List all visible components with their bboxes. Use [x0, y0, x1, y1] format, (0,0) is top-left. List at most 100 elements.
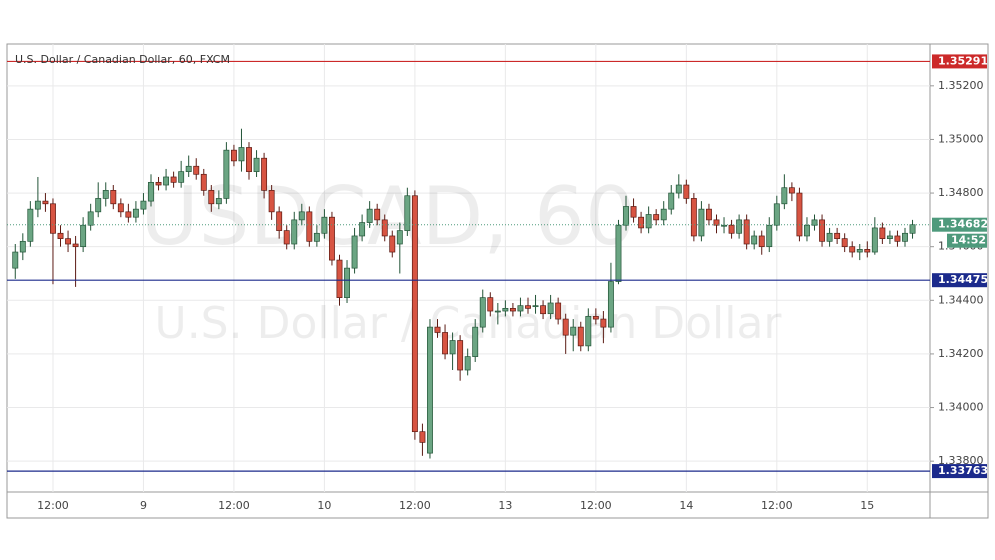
candle-body [517, 305, 524, 312]
countdown-label: 14:52 [951, 234, 986, 247]
candle-body [321, 216, 328, 234]
x-tick-label: 9 [140, 499, 147, 512]
candle-body [411, 195, 418, 433]
watermark-description: U.S. Dollar / Canadian Dollar [154, 298, 782, 349]
candle-body [148, 181, 154, 202]
last-price-box [932, 217, 987, 232]
candle-body [72, 243, 79, 248]
candle-body [449, 340, 456, 355]
candle-body [57, 232, 64, 239]
candle-body [283, 230, 290, 245]
candle-body [570, 326, 577, 336]
candle-body [268, 190, 275, 213]
candle-body [230, 149, 237, 162]
candle-body [396, 230, 403, 245]
candle-body [487, 297, 494, 312]
candle-body [600, 318, 607, 328]
candle-body [902, 232, 908, 242]
candle-body [457, 340, 464, 371]
candle-body [427, 326, 433, 454]
x-tick-label: 12:00 [399, 499, 431, 512]
candle-body [660, 208, 667, 221]
candle-body [140, 200, 147, 210]
candle-body [547, 302, 554, 315]
candle-body [42, 200, 49, 205]
x-tick-label: 10 [317, 499, 331, 512]
x-tick-label: 13 [498, 499, 512, 512]
candle-body [193, 165, 200, 175]
candle-body [366, 208, 373, 223]
candle-body [562, 318, 569, 336]
candle-body [344, 267, 350, 298]
candle-body [766, 224, 773, 248]
candle-body [27, 208, 34, 242]
candle-body [585, 316, 592, 347]
candle-body [743, 219, 750, 245]
candle-body [434, 326, 441, 333]
candle-body [442, 332, 449, 355]
watermark-symbol: USDCAD, 60 [140, 170, 636, 263]
candle-body [668, 192, 675, 210]
candle-body [178, 171, 185, 183]
candle-body [80, 224, 87, 248]
axis: 1.338001.340001.342001.344001.346001.348… [37, 54, 988, 512]
candle-body [773, 203, 780, 226]
candle-body [208, 190, 215, 205]
candle-body [532, 305, 539, 308]
candle-body [849, 246, 856, 253]
candle-body [95, 198, 102, 213]
candle-body [638, 216, 645, 229]
grid [7, 44, 930, 492]
candle-body [223, 149, 230, 199]
frame [6, 43, 989, 519]
candle-body [623, 206, 629, 226]
candle-body [675, 184, 682, 194]
y-tick-label: 1.35200 [938, 79, 984, 92]
level-label: 1.35291 [938, 54, 988, 67]
candle-body [253, 157, 260, 172]
candle-body [329, 216, 335, 261]
candle-body [788, 187, 795, 194]
y-tick-label: 1.35000 [938, 132, 984, 145]
candle-body [306, 211, 313, 242]
candle-body [34, 200, 41, 210]
candle-body [698, 208, 705, 237]
candle-body [736, 219, 743, 234]
candle-body [381, 219, 388, 237]
candle-body [65, 238, 71, 245]
candle-body [132, 208, 139, 218]
candle-body [864, 249, 871, 253]
candle-body [50, 203, 56, 234]
candle-body [894, 235, 901, 242]
countdown-box [947, 233, 987, 248]
x-tick-label: 14 [679, 499, 693, 512]
candle-body [117, 203, 124, 213]
candle-body [713, 219, 720, 226]
candle-body [238, 147, 245, 162]
candle-body [525, 305, 531, 309]
candle-body [811, 219, 818, 226]
candle-body [110, 190, 117, 205]
candle-body [819, 219, 826, 242]
candle-body [200, 173, 207, 191]
candle-body [653, 214, 660, 221]
level-label-box [932, 54, 987, 69]
candle-body [615, 224, 622, 282]
candle-body [472, 326, 479, 357]
candle-body [879, 227, 886, 239]
candle-body [298, 211, 305, 221]
candle-body [630, 206, 637, 218]
candle-body [540, 305, 547, 315]
candle-body [404, 195, 411, 231]
candle-body [683, 184, 690, 199]
plot [7, 60, 930, 472]
x-tick-label: 15 [860, 499, 874, 512]
candle-body [502, 307, 509, 312]
candle-body [555, 302, 562, 320]
candle-body [645, 214, 652, 229]
candle-body [886, 235, 893, 239]
candle-body [170, 176, 177, 183]
candle-body [721, 224, 727, 227]
candle-body [359, 222, 366, 237]
